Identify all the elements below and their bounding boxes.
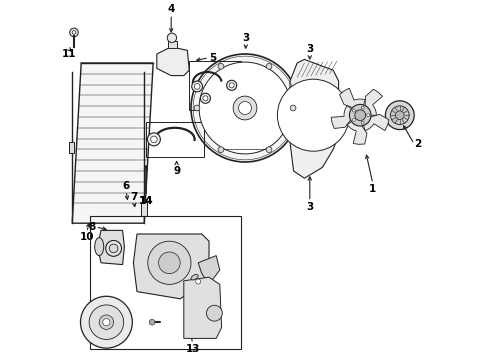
Circle shape	[151, 136, 157, 143]
Circle shape	[103, 319, 110, 326]
Circle shape	[192, 81, 202, 92]
Circle shape	[149, 319, 155, 325]
Polygon shape	[198, 256, 220, 284]
Circle shape	[266, 63, 272, 69]
Circle shape	[194, 84, 200, 89]
Polygon shape	[347, 118, 367, 144]
Polygon shape	[340, 88, 365, 110]
Circle shape	[191, 54, 299, 162]
Circle shape	[239, 102, 251, 114]
Ellipse shape	[95, 238, 104, 256]
Circle shape	[227, 80, 237, 90]
Text: 7: 7	[130, 192, 138, 202]
Text: 11: 11	[61, 49, 76, 59]
Circle shape	[109, 244, 118, 253]
Circle shape	[229, 83, 234, 88]
Text: 3: 3	[242, 33, 249, 43]
Circle shape	[218, 147, 224, 153]
Circle shape	[167, 33, 176, 42]
Polygon shape	[331, 106, 356, 129]
Circle shape	[80, 296, 132, 348]
Text: 2: 2	[414, 139, 421, 149]
Circle shape	[361, 106, 364, 109]
Circle shape	[89, 305, 123, 339]
Text: 13: 13	[186, 344, 200, 354]
Circle shape	[233, 96, 257, 120]
Polygon shape	[362, 114, 389, 131]
Circle shape	[203, 96, 208, 101]
Circle shape	[148, 241, 191, 284]
Circle shape	[355, 110, 366, 121]
Text: 10: 10	[79, 232, 94, 242]
Circle shape	[200, 93, 210, 103]
Polygon shape	[72, 63, 153, 223]
Circle shape	[361, 121, 364, 124]
Polygon shape	[157, 47, 189, 76]
Bar	[69, 142, 74, 153]
Circle shape	[194, 105, 200, 111]
Circle shape	[196, 279, 201, 284]
Text: 4: 4	[168, 4, 175, 14]
Circle shape	[206, 305, 222, 321]
Circle shape	[147, 133, 160, 146]
Ellipse shape	[191, 274, 198, 280]
Bar	[146, 122, 204, 157]
Circle shape	[218, 63, 224, 69]
Text: 3: 3	[306, 202, 314, 212]
Circle shape	[159, 252, 180, 274]
Circle shape	[266, 147, 272, 153]
Bar	[168, 41, 176, 48]
Polygon shape	[133, 234, 209, 299]
Text: 1: 1	[369, 184, 376, 194]
Text: 14: 14	[139, 196, 153, 206]
Circle shape	[72, 31, 76, 34]
Text: 9: 9	[173, 166, 180, 176]
Bar	[90, 216, 242, 349]
Polygon shape	[98, 230, 124, 265]
Circle shape	[352, 109, 355, 112]
Circle shape	[352, 118, 355, 121]
Text: 6: 6	[122, 181, 130, 191]
Circle shape	[99, 315, 114, 329]
Circle shape	[277, 79, 349, 151]
Polygon shape	[184, 277, 221, 338]
Circle shape	[386, 101, 414, 130]
Bar	[189, 61, 242, 110]
Text: 12: 12	[248, 87, 263, 97]
Text: 3: 3	[306, 44, 314, 54]
Bar	[141, 202, 147, 216]
Circle shape	[106, 240, 122, 256]
Polygon shape	[290, 59, 339, 178]
Circle shape	[199, 62, 291, 154]
Circle shape	[70, 28, 78, 37]
Circle shape	[395, 111, 404, 120]
Text: 14: 14	[139, 196, 153, 206]
Circle shape	[290, 105, 296, 111]
Polygon shape	[365, 89, 383, 115]
Circle shape	[349, 104, 371, 126]
Circle shape	[391, 106, 409, 125]
Text: 8: 8	[88, 222, 96, 232]
Circle shape	[367, 114, 369, 117]
Text: 5: 5	[209, 53, 216, 63]
